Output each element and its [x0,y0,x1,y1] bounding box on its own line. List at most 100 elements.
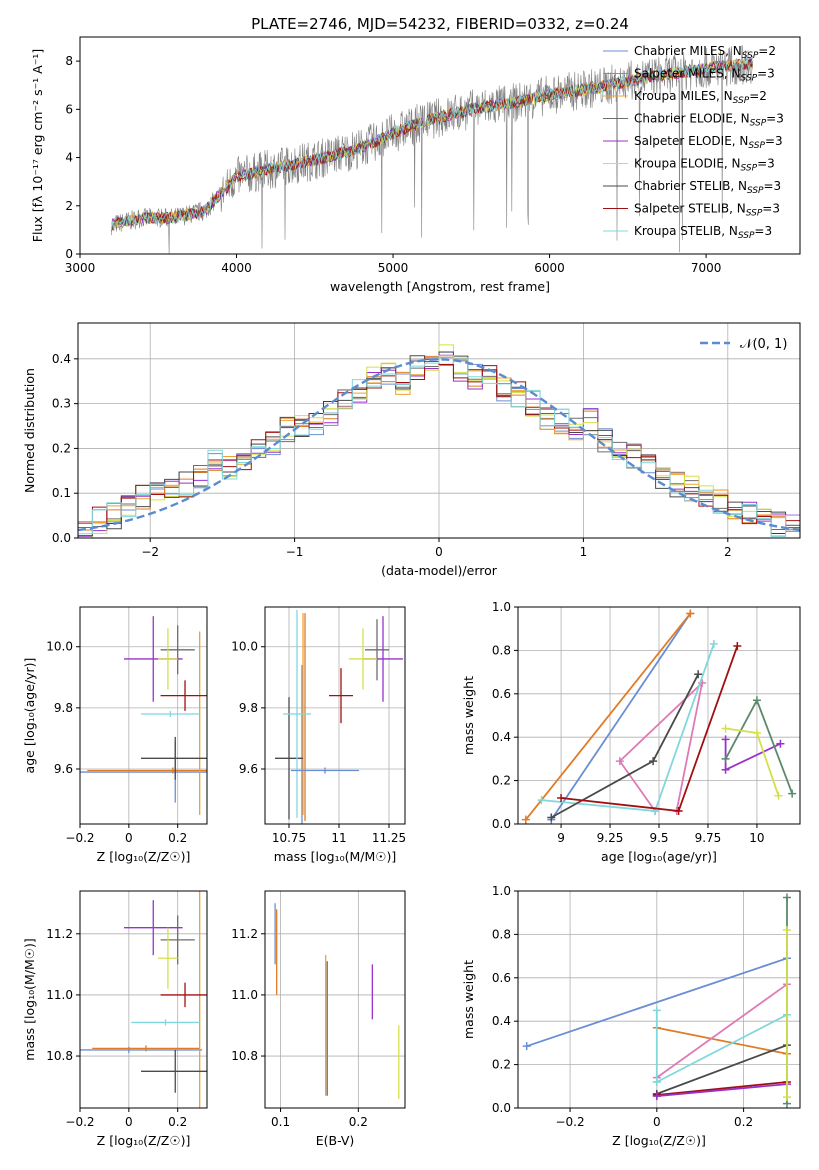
x-tick-label: 9.75 [695,831,722,845]
y-tick-label: 0.0 [492,817,511,831]
y-tick-label: 11.0 [46,988,73,1002]
series-line [656,1026,788,1055]
plot-area-residuals [78,323,800,538]
series-point [733,642,742,651]
legend-entry: Kroupa STELIB, NSSP=3 [634,224,772,241]
series-point [686,609,695,618]
x-tick-label: −1 [286,545,304,559]
series-point [709,639,718,648]
y-tick-label: 0.2 [492,1058,511,1072]
legend-entry: Salpeter ELODIE, NSSP=3 [634,134,783,151]
y-tick-label: 0.2 [52,441,71,455]
panel-mass-vs-EBV: 0.1 0.2 10.8 11.0 11.2 E(B-V) [231,890,406,1148]
plot-area-age-vs-mass [265,607,405,824]
y-tick-label: 0.4 [492,1014,511,1028]
y-tick-label: 0.6 [492,687,511,701]
series-line [656,1081,788,1096]
series-point [615,757,624,766]
y-tick-label: 9.8 [239,701,258,715]
panel-age-vs-mass: 10.75 11 11.25 9.6 9.8 10.0 mass [log₁₀(M/M☉)] [231,606,406,864]
panel-residuals: −2 −1 0 1 2 0.0 0.1 0.2 0.3 0.4 (data-model)/error… [22,322,801,578]
x-tick-label: −0.2 [555,1115,584,1129]
axes-frame [79,890,208,1109]
y-axis-label: mass weight [461,676,476,755]
x-tick-label: 9.5 [649,831,668,845]
y-axis-label: mass [log₁₀(M/M☉)] [22,938,37,1060]
x-tick-label: 0.2 [734,1115,753,1129]
y-axis-label: mass weight [461,960,476,1039]
axes-frame [264,606,406,825]
legend: Chabrier MILES, NSSP=2 Salpeter MILES, NS… [603,44,784,241]
plot-area-age-vs-Z [80,607,207,824]
series-point [522,1042,531,1051]
y-tick-label: 0.0 [52,531,71,545]
panel-age-vs-Z: −0.2 0 0.2 9.6 9.8 10.0 Z [log₁₀(Z/Z☉)] age [lo… [22,606,208,864]
series-point [547,813,556,822]
axes-frame [264,890,406,1109]
x-tick-label: 5000 [378,261,409,275]
series-line [724,698,794,794]
y-tick-label: 11.2 [231,927,258,941]
series-line [656,983,788,1079]
series-point [652,1006,661,1015]
panel-weight-vs-age: 9 9.25 9.5 9.75 10 0.0 0.2 0.4 0.6 0.8 1.0 age [log… [461,600,801,864]
axes-frame [517,890,801,1109]
x-axis-label: mass [log₁₀(M/M☉)] [274,849,396,864]
x-tick-label: 9.25 [597,831,624,845]
x-axis-label: Z [log₁₀(Z/Z☉)] [97,1133,191,1148]
x-tick-label: −0.2 [65,831,94,845]
x-axis-label: E(B-V) [316,1133,355,1148]
y-tick-label: 11.2 [46,927,73,941]
y-tick-label: 9.6 [54,762,73,776]
plot-layer: 3000 4000 5000 6000 7000 0 2 4 6 8 wavelength [Ang… [22,36,801,1148]
y-tick-label: 0.6 [492,971,511,985]
legend-entry: Chabrier STELIB, NSSP=3 [634,179,781,196]
y-tick-label: 4 [65,151,73,165]
x-axis-label: Z [log₁₀(Z/Z☉)] [97,849,191,864]
y-tick-label: 10.0 [231,640,258,654]
panel-weight-vs-Z: −0.2 0 0.2 0.0 0.2 0.4 0.6 0.8 1.0 Z [log₁₀(Z/Z☉)… [461,884,801,1148]
series-point [752,728,761,737]
x-tick-label: 0.2 [349,1115,368,1129]
series-point [788,789,797,798]
y-tick-label: 6 [65,102,73,116]
x-tick-label: 0 [435,545,443,559]
series-point [721,724,730,733]
x-tick-label: −2 [141,545,159,559]
y-tick-label: 9.8 [54,701,73,715]
legend-entry: Kroupa ELODIE, NSSP=3 [634,157,775,174]
axes-frame [77,322,801,539]
series-point [521,815,530,824]
legend-entry: Kroupa MILES, NSSP=2 [634,89,767,106]
axes-frame [517,606,801,825]
legend-entry: Salpeter MILES, NSSP=3 [634,67,775,84]
series-point [782,926,791,935]
legend-entry: Chabrier ELODIE, NSSP=3 [634,112,784,129]
y-axis-label: age [log₁₀(age/yr)] [22,658,37,774]
y-tick-label: 10.8 [46,1049,73,1063]
chart-title: PLATE=2746, MJD=54232, FIBERID=0332, z=0… [251,15,629,33]
series-line [618,680,704,812]
legend-entry: Chabrier MILES, NSSP=2 [634,44,776,61]
spectrum-model-8 [110,59,753,232]
series-point [721,754,730,763]
legend-entry: 𝒩(0, 1) [740,337,787,352]
series-line [656,1013,788,1083]
y-tick-label: 0 [65,247,73,261]
series-point [752,696,761,705]
series-point [557,793,566,802]
y-tick-label: 10.0 [46,640,73,654]
series-point [649,757,658,766]
series-point [674,806,683,815]
x-tick-label: 6000 [534,261,565,275]
series-point [776,739,785,748]
x-tick-label: 0.1 [271,1115,290,1129]
panel-mass-vs-Z: −0.2 0 0.2 10.8 11.0 11.2 Z [log₁₀(Z/Z☉)] mass … [22,890,208,1148]
x-tick-label: 4000 [221,261,252,275]
x-axis-label: wavelength [Angstrom, rest frame] [330,279,550,294]
series-point [774,791,783,800]
x-tick-label: 0.2 [168,831,187,845]
x-axis-label: Z [log₁₀(Z/Z☉)] [612,1133,706,1148]
x-tick-label: 11 [331,831,346,845]
